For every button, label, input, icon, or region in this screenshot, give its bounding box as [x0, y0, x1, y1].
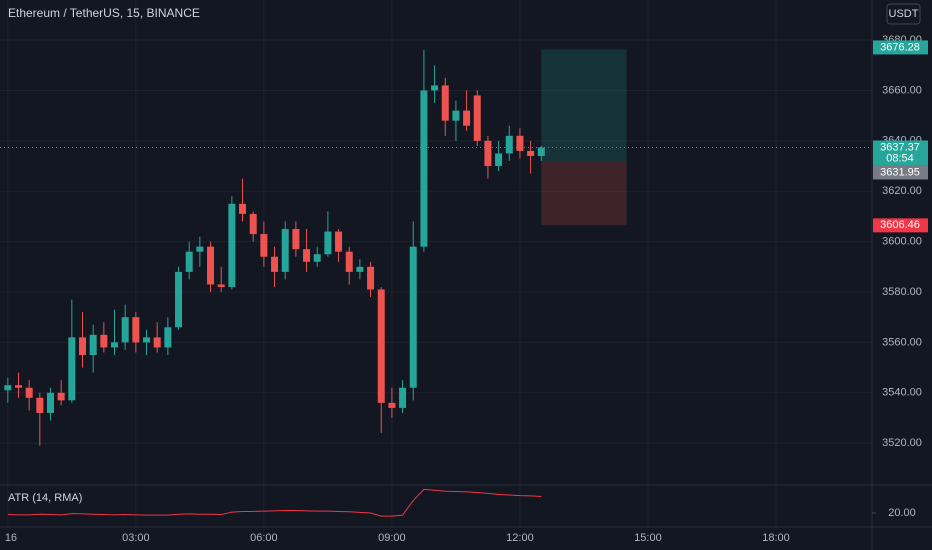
y-tick-label: 3560.00 — [882, 336, 922, 348]
currency-button[interactable] — [886, 3, 921, 25]
candle-body — [4, 385, 12, 391]
candle-body — [345, 251, 353, 272]
candle-body — [239, 203, 247, 214]
x-tick-label: 16 — [5, 532, 17, 544]
candle-body — [79, 337, 87, 355]
candle-body — [409, 246, 417, 388]
candle-body — [57, 392, 65, 401]
candle-body — [14, 385, 22, 388]
candle-body — [100, 334, 108, 348]
candle-body — [463, 110, 471, 126]
candle-body — [281, 229, 289, 272]
candle-body — [25, 387, 33, 398]
candle-body — [46, 392, 54, 413]
candle-body — [420, 90, 428, 247]
indicator-name: ATR (14, RMA) — [8, 492, 82, 504]
candle-body — [441, 85, 449, 121]
stop-price-tag-bg — [873, 218, 928, 233]
candle-body — [527, 150, 535, 156]
candle-body — [271, 256, 279, 272]
x-tick-label: 06:00 — [250, 532, 278, 544]
candle-body — [132, 317, 140, 343]
candle-body — [473, 95, 481, 141]
y-tick-label: 3660.00 — [882, 84, 922, 96]
candle-body — [196, 246, 204, 252]
candle-body — [335, 231, 343, 252]
candle-body — [260, 234, 268, 257]
candle-body — [164, 327, 172, 348]
candle-body — [153, 337, 161, 348]
plot — [0, 49, 872, 517]
candle-body — [89, 334, 97, 355]
candle-body — [356, 266, 364, 272]
countdown: 08:54 — [886, 152, 914, 164]
candle-body — [228, 203, 236, 287]
candle-body — [313, 254, 321, 262]
candle-body — [36, 397, 44, 413]
candle-body — [121, 317, 129, 343]
indicator-tick-label: 20.00 — [888, 507, 916, 519]
candle-body — [207, 246, 215, 285]
grid — [0, 0, 872, 527]
candle-body — [452, 110, 460, 121]
x-tick-label: 15:00 — [634, 532, 662, 544]
candle-body — [324, 231, 332, 255]
candle-body — [111, 342, 119, 348]
x-tick-label: 18:00 — [762, 532, 790, 544]
candle-body — [399, 387, 407, 408]
candle-body — [495, 153, 503, 167]
last-price-tag-bg — [873, 140, 928, 166]
indicator-line — [7, 488, 542, 517]
x-tick-label: 09:00 — [378, 532, 406, 544]
candle-body — [68, 337, 76, 401]
candle-body — [388, 402, 396, 408]
stop-zone — [541, 161, 627, 226]
candle-body — [516, 135, 524, 151]
entry-price-tag: 3631.95 — [880, 166, 920, 178]
candle-body — [484, 140, 492, 167]
last-price-tag: 3637.37 — [880, 141, 920, 153]
candle-body — [185, 251, 193, 272]
x-tick-label: 12:00 — [506, 532, 534, 544]
candle-body — [431, 85, 439, 91]
candle-body — [505, 135, 513, 154]
y-tick-label: 3620.00 — [882, 185, 922, 197]
candle-body — [303, 249, 311, 262]
candle-body — [175, 271, 183, 328]
x-tick-label: 03:00 — [122, 532, 150, 544]
candle-body — [377, 289, 385, 403]
candle-body — [292, 229, 300, 250]
target-price-tag-bg — [873, 40, 928, 55]
candle-body — [217, 284, 225, 287]
target-zone — [541, 49, 627, 162]
y-tick-label: 3540.00 — [882, 387, 922, 399]
entry-price-tag-bg — [873, 165, 928, 180]
y-tick-label: 3520.00 — [882, 437, 922, 449]
candle-body — [537, 147, 545, 156]
candle-body — [249, 213, 257, 235]
candle-body — [367, 266, 375, 290]
currency-label[interactable]: USDT — [889, 8, 919, 20]
candle-body — [143, 337, 151, 343]
stop-price-tag: 3606.46 — [880, 219, 920, 231]
chart-title: Ethereum / TetherUS, 15, BINANCE — [8, 6, 200, 20]
target-price-tag: 3676.28 — [880, 41, 920, 53]
y-tick-label: 3600.00 — [882, 236, 922, 248]
y-tick-label: 3580.00 — [882, 286, 922, 298]
